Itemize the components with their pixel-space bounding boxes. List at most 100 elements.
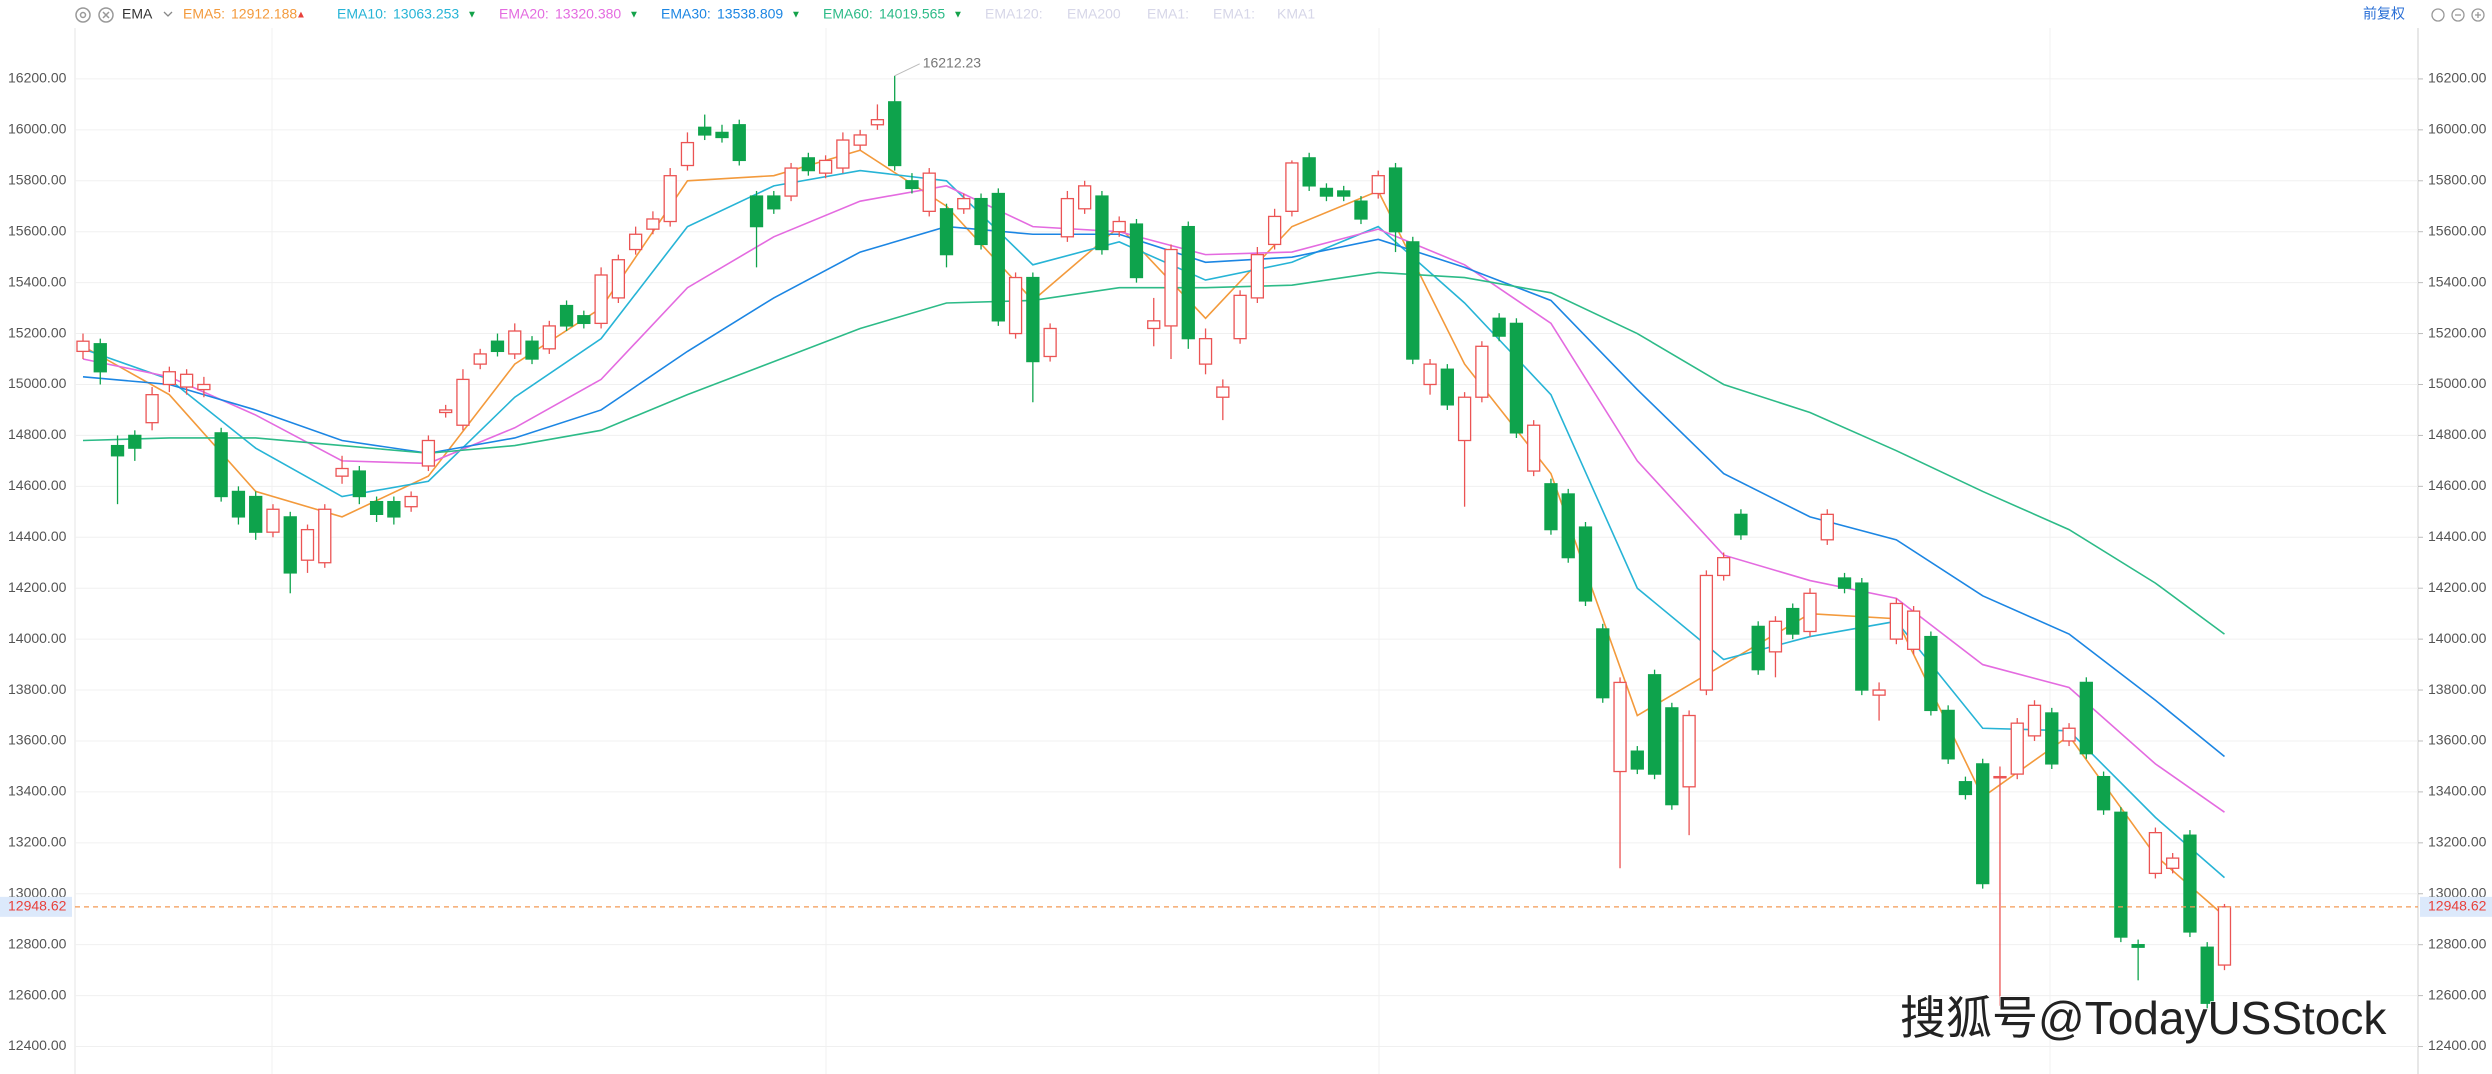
- close-icon-x: [102, 11, 110, 19]
- ema-line: [82, 225, 2225, 758]
- y-tick-label: 15400.00: [8, 273, 67, 289]
- candle-body: [404, 495, 418, 508]
- candle-body: [1492, 317, 1506, 337]
- candle-body: [110, 444, 125, 457]
- legend-inactive: EMA120:: [985, 6, 1043, 22]
- candle-body: [2114, 811, 2128, 938]
- candle-body: [1060, 197, 1075, 238]
- y-tick-label-right: 12400.00: [2428, 1037, 2487, 1053]
- dropdown-chevron[interactable]: [163, 11, 173, 17]
- candle-body: [1906, 610, 1921, 650]
- settings-icon-core: [79, 11, 87, 19]
- candle-body: [128, 434, 142, 449]
- legend-inactive: EMA1:: [1147, 6, 1189, 22]
- y-tick-label-right: 13200.00: [2428, 834, 2487, 850]
- last-price-tag-right: [2420, 896, 2492, 917]
- y-tick-label: 14000.00: [8, 630, 67, 646]
- candle-body: [145, 394, 159, 424]
- y-tick-label: 13400.00: [8, 783, 67, 799]
- zoom-out-icon[interactable]: [2451, 8, 2465, 22]
- candle-body: [369, 500, 384, 516]
- legend-name: EMA5:: [183, 6, 225, 22]
- y-tick-label: 13600.00: [8, 732, 67, 748]
- candle-body: [2096, 775, 2111, 811]
- candle-body: [1544, 483, 1558, 531]
- y-tick-label-right: 15800.00: [2428, 171, 2487, 187]
- candle-body: [1095, 195, 1109, 251]
- legend-name: EMA10:: [337, 6, 387, 22]
- candle-body: [1475, 345, 1489, 398]
- legend-name: EMA30:: [661, 6, 711, 22]
- candle-body: [266, 508, 280, 533]
- candle-body: [1527, 424, 1541, 472]
- candle-body: [611, 259, 626, 299]
- candle-body: [318, 508, 332, 564]
- indicator-select[interactable]: EMA: [122, 6, 153, 22]
- y-tick-label-right: 12800.00: [2428, 935, 2487, 951]
- candle-body: [1734, 513, 1748, 536]
- candle-body: [1112, 220, 1126, 233]
- candle-body: [1198, 338, 1213, 365]
- candle-body: [1993, 775, 2007, 779]
- candle-body: [922, 172, 936, 212]
- candle-body: [646, 218, 660, 230]
- candle-body: [456, 378, 470, 426]
- zoom-in-icon[interactable]: [2471, 8, 2485, 22]
- candle-body: [93, 343, 107, 373]
- legend-value: 13538.809: [717, 6, 783, 22]
- candle-body: [628, 233, 643, 251]
- legend-value: 13063.253: [393, 6, 459, 22]
- candle-body: [2166, 857, 2180, 869]
- candle-body: [1682, 714, 1696, 788]
- candle-body: [335, 467, 349, 477]
- close-icon[interactable]: [98, 7, 114, 23]
- legend-value: 14019.565: [879, 6, 945, 22]
- y-tick-label: 12800.00: [8, 935, 67, 951]
- y-tick-label-right: 14400.00: [2428, 528, 2487, 544]
- candle-body: [1250, 253, 1265, 299]
- candle-body: [974, 197, 988, 246]
- y-tick-label: 14400.00: [8, 528, 67, 544]
- candle-body: [870, 119, 885, 126]
- candle-body: [1319, 187, 1334, 197]
- candle-body: [1889, 602, 1903, 640]
- candle-body: [991, 192, 1005, 322]
- candle-body: [853, 134, 867, 146]
- legend-name: EMA20:: [499, 6, 549, 22]
- candle-body: [818, 159, 833, 174]
- candle-body: [594, 274, 608, 325]
- y-tick-label: 13000.00: [8, 884, 67, 900]
- candle-body: [1164, 248, 1178, 327]
- max-label: 16212.23: [923, 55, 982, 71]
- candle-body: [577, 315, 591, 325]
- y-tick-label-right: 13800.00: [2428, 681, 2487, 697]
- candle-body: [1233, 294, 1247, 340]
- candle-body: [249, 495, 263, 533]
- candle-body: [1078, 185, 1092, 210]
- candle-body: [680, 141, 695, 167]
- y-tick-label-right: 15200.00: [2428, 324, 2487, 340]
- y-tick-label-right: 13400.00: [2428, 783, 2487, 799]
- candle-body: [2010, 722, 2024, 775]
- undo-icon[interactable]: [2431, 8, 2445, 22]
- y-tick-label: 15600.00: [8, 222, 67, 238]
- candle-body: [559, 304, 574, 327]
- legend-trend: ▲: [296, 10, 306, 21]
- candle-body: [2183, 834, 2197, 933]
- last-price-tag: [0, 896, 72, 917]
- candle-body: [2200, 946, 2214, 1004]
- candle-body: [1699, 574, 1714, 691]
- candle-body: [1820, 513, 1834, 541]
- y-tick-label-right: 14800.00: [2428, 426, 2487, 442]
- settings-icon[interactable]: [75, 7, 91, 23]
- candle-body: [1147, 320, 1161, 330]
- adjust-button[interactable]: 前复权: [2363, 6, 2405, 22]
- candle-body: [473, 353, 487, 365]
- legend-trend: ▼: [629, 10, 639, 21]
- candle-body: [2027, 704, 2042, 737]
- candle-body: [1337, 190, 1351, 197]
- candle-body: [2062, 727, 2076, 742]
- candle-body: [1267, 215, 1282, 246]
- y-tick-label: 15200.00: [8, 324, 67, 340]
